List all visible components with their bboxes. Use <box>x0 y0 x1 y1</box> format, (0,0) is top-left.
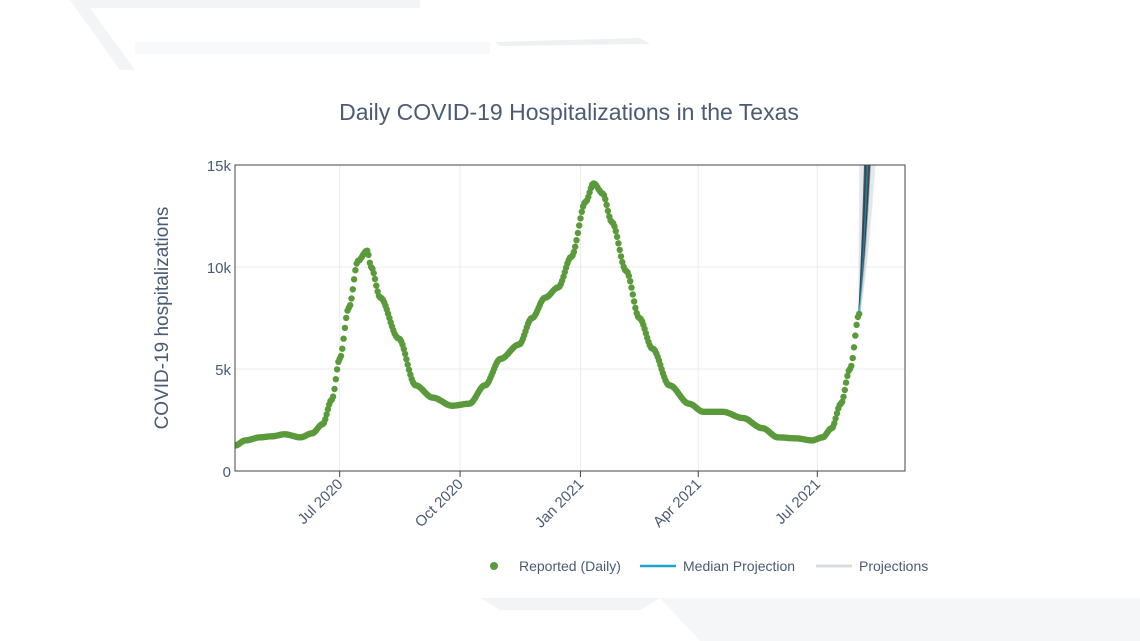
reported-point <box>574 229 582 237</box>
reported-point <box>625 272 633 280</box>
reported-point <box>630 298 638 305</box>
grid-lines <box>235 164 905 471</box>
reported-point <box>629 291 636 298</box>
reported-point <box>570 248 578 256</box>
reported-point <box>604 207 612 215</box>
reported-point <box>617 253 625 260</box>
reported-point <box>332 376 339 383</box>
projection-line <box>858 165 876 315</box>
background-decoration <box>70 0 1140 641</box>
reported-points <box>235 180 863 449</box>
reported-point <box>347 302 354 309</box>
reported-point <box>839 398 846 405</box>
x-tick-label: Jan 2021 <box>532 476 588 532</box>
x-tick-label: Apr 2021 <box>650 476 705 531</box>
x-tick-label: Oct 2020 <box>412 476 467 531</box>
reported-point <box>323 411 330 418</box>
reported-point <box>833 410 841 417</box>
legend-label: Projections <box>859 558 928 574</box>
reported-point <box>337 352 345 360</box>
reported-point <box>848 362 855 370</box>
reported-point <box>331 385 338 393</box>
reported-point <box>849 354 856 362</box>
legend-item[interactable]: Projections <box>816 558 928 574</box>
reported-point <box>853 321 860 328</box>
y-axis-label: COVID-19 hospitalizations <box>152 207 173 430</box>
reported-point <box>340 335 347 342</box>
reported-point <box>613 233 621 240</box>
reported-point <box>333 366 341 373</box>
reported-point <box>572 243 579 250</box>
x-tick-label: Jul 2020 <box>294 476 346 528</box>
reported-point <box>373 282 380 289</box>
reported-point <box>852 332 859 339</box>
y-tick-label: 15k <box>207 158 232 175</box>
reported-point <box>603 201 610 208</box>
reported-point <box>612 227 619 235</box>
y-tick-label: 5k <box>215 362 231 379</box>
reported-point <box>831 420 838 427</box>
chart-title: Daily COVID-19 Hospitalizations in the T… <box>339 99 799 125</box>
legend-item[interactable]: Reported (Daily) <box>490 558 621 574</box>
reported-point <box>840 393 847 400</box>
reported-point <box>578 208 585 215</box>
median-projection <box>858 165 869 314</box>
legend: Reported (Daily) Median Projection Project… <box>490 558 928 574</box>
reported-point <box>627 278 634 285</box>
reported-point <box>832 415 839 422</box>
reported-point <box>602 196 609 203</box>
plot-area <box>235 165 876 449</box>
reported-point <box>616 246 623 254</box>
reported-point <box>350 276 358 283</box>
reported-point <box>370 269 377 277</box>
reported-point <box>352 267 359 274</box>
reported-point <box>405 366 413 373</box>
reported-point <box>339 345 346 352</box>
x-axis: Jul 2020 Oct 2020 Jan 2021 Apr 2021 Jul 2021 <box>294 471 824 531</box>
reported-point <box>343 314 350 322</box>
plot-frame <box>234 164 906 472</box>
legend-label: Median Projection <box>683 558 795 574</box>
reported-point <box>401 350 409 358</box>
reported-point <box>341 324 349 332</box>
legend-item[interactable]: Median Projection <box>640 558 795 574</box>
reported-point <box>841 386 848 394</box>
reported-point <box>844 372 851 380</box>
reported-point <box>348 295 355 302</box>
legend-label: Reported (Daily) <box>519 558 621 574</box>
reported-point <box>850 344 858 351</box>
reported-point <box>400 345 407 353</box>
reported-point <box>403 356 410 363</box>
reported-point <box>577 215 584 222</box>
reported-point <box>632 304 639 312</box>
median-projection-line <box>858 165 869 314</box>
y-tick-label: 0 <box>223 464 231 481</box>
y-axis: 0 5k 10k 15k <box>207 158 232 481</box>
reported-point <box>615 240 622 247</box>
y-tick-label: 10k <box>207 260 232 277</box>
reported-point <box>365 251 372 259</box>
reported-point <box>576 222 583 229</box>
reported-point <box>842 379 850 386</box>
reported-point <box>371 275 379 283</box>
legend-marker-reported <box>490 562 498 570</box>
reported-point <box>349 286 356 293</box>
x-tick-label: Jul 2021 <box>772 476 824 528</box>
reported-point <box>628 284 635 291</box>
reported-point <box>322 416 329 423</box>
reported-point <box>404 361 411 368</box>
reported-point <box>329 393 337 400</box>
reported-point <box>573 237 580 244</box>
